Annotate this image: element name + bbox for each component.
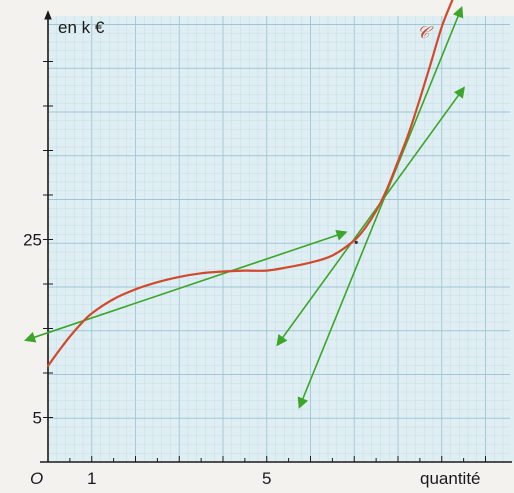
x-axis-title: quantité — [420, 469, 481, 488]
tangent-lines — [24, 6, 465, 409]
y-tick-label: 5 — [33, 409, 42, 428]
curve-point-marker — [354, 240, 358, 244]
tick-labels: 1 5 5 25 — [23, 231, 271, 489]
x-tick-label: 5 — [262, 469, 271, 488]
y-axis-title: en k € — [58, 18, 105, 37]
origin-label: O — [30, 469, 43, 488]
tangent-line — [297, 6, 464, 409]
x-tick-label: 1 — [87, 469, 96, 488]
y-tick-label: 25 — [23, 231, 42, 250]
curves — [46, 0, 454, 367]
cost-curve — [46, 0, 454, 367]
